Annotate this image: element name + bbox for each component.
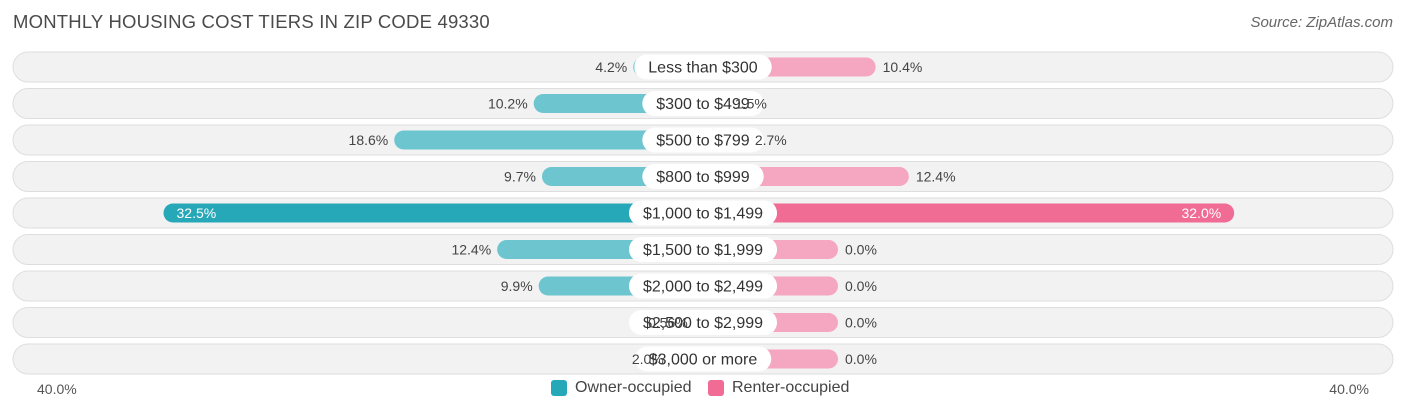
- category-pill: [628, 237, 778, 262]
- category-label: $2,000 to $2,499: [643, 279, 763, 296]
- legend-swatch-owner: [551, 380, 567, 396]
- category-pill: [642, 91, 764, 116]
- value-label-owner: 12.4%: [451, 242, 491, 258]
- value-label-owner: 18.6%: [349, 132, 389, 148]
- category-label: Less than $300: [648, 60, 758, 77]
- source-note: Source: ZipAtlas.com: [1250, 14, 1393, 31]
- category-pill: [634, 346, 772, 372]
- category-label: $3,000 or more: [649, 352, 758, 369]
- value-label-renter: 32.0%: [1181, 205, 1221, 221]
- bar-renter: [703, 203, 1235, 223]
- category-label: $2,500 to $2,999: [643, 315, 763, 332]
- category-pill: [628, 310, 778, 335]
- axis-right-label: 40.0%: [1329, 381, 1369, 397]
- value-label-renter: 2.7%: [755, 132, 787, 148]
- category-pill: [628, 200, 778, 226]
- chart-title: MONTHLY HOUSING COST TIERS IN ZIP CODE 4…: [13, 11, 490, 32]
- legend-label-owner: Owner-occupied: [575, 379, 692, 396]
- value-label-renter: 0.0%: [845, 278, 877, 294]
- category-label: $1,000 to $1,499: [643, 206, 763, 223]
- category-pill: [642, 164, 764, 189]
- legend-item-renter: Renter-occupied: [708, 379, 849, 397]
- value-label-owner: 0.56%: [648, 315, 688, 331]
- legend-swatch-renter: [708, 380, 724, 396]
- category-label: $300 to $499: [656, 96, 750, 113]
- value-label-renter: 0.0%: [845, 242, 877, 258]
- value-label-owner: 10.2%: [488, 96, 528, 112]
- value-label-renter: 0.0%: [845, 315, 877, 331]
- value-label-renter: 0.0%: [845, 351, 877, 367]
- value-label-owner: 2.0%: [632, 351, 664, 367]
- bar-owner: [163, 203, 703, 223]
- category-label: $500 to $799: [656, 133, 750, 150]
- diverging-bar-chart: Less than $300 4.2% 10.4% $300 to $499 10.2%…: [12, 51, 1394, 375]
- category-label: $1,500 to $1,999: [643, 242, 763, 259]
- category-label: $800 to $999: [656, 169, 750, 186]
- value-label-owner: 4.2%: [595, 59, 627, 75]
- category-pill: [634, 54, 772, 80]
- value-label-renter: 12.4%: [916, 169, 956, 185]
- axis-left-label: 40.0%: [37, 381, 77, 397]
- legend-label-renter: Renter-occupied: [732, 379, 850, 396]
- legend-item-owner: Owner-occupied: [551, 379, 692, 397]
- legend: Owner-occupied Renter-occupied: [0, 379, 1406, 401]
- value-label-owner: 32.5%: [177, 205, 217, 221]
- value-label-renter: 10.4%: [883, 59, 923, 75]
- value-label-owner: 9.7%: [504, 169, 536, 185]
- value-label-owner: 9.9%: [501, 278, 533, 294]
- value-label-renter: 1.5%: [735, 96, 767, 112]
- category-pill: [642, 127, 764, 153]
- bar-owner: [394, 130, 703, 150]
- category-pill: [628, 273, 778, 299]
